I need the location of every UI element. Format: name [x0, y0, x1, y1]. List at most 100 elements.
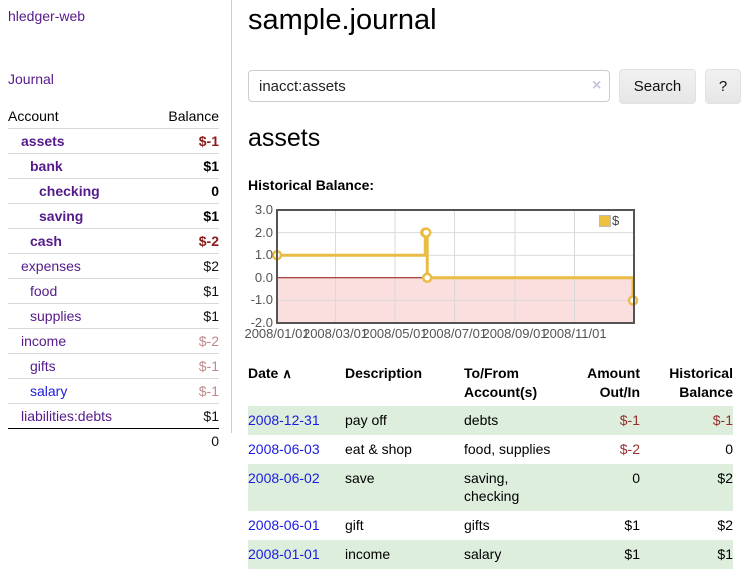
description-header-label: Description: [345, 365, 422, 381]
help-button[interactable]: ?: [705, 69, 741, 104]
transaction-amount: 0: [554, 464, 640, 511]
transaction-row: 2008-01-01incomesalary$1$1: [248, 540, 733, 569]
search-button[interactable]: Search: [619, 69, 696, 104]
account-link-gifts[interactable]: gifts: [30, 358, 56, 374]
legend-label: $: [612, 213, 619, 228]
account-row: cash$-2: [8, 229, 219, 254]
transaction-amount: $-1: [554, 406, 640, 435]
account-link-cash[interactable]: cash: [30, 233, 62, 249]
transaction-amount: $1: [554, 540, 640, 569]
transaction-description: income: [345, 540, 464, 569]
balance-chart[interactable]: $ 3.02.01.00.0-1.0-2.02008/01/012008/03/…: [248, 203, 708, 345]
transaction-row: 2008-06-02 savesaving, checking0$2: [248, 464, 733, 511]
transaction-date-link[interactable]: 2008-06-01: [248, 517, 320, 533]
accounts-header-line1: To/From: [464, 364, 554, 383]
accounts-header-line2: Account(s): [464, 383, 554, 402]
page-title: sample.journal: [248, 4, 437, 37]
balance-chart-svg[interactable]: [248, 203, 708, 345]
account-link-salary[interactable]: salary: [30, 383, 67, 399]
account-row: checking0: [8, 179, 219, 204]
x-axis-tick-label: 2008/11/01: [542, 326, 606, 341]
account-row: liabilities:debts $1: [8, 404, 219, 429]
account-row: gifts$-1: [8, 354, 219, 379]
account-balance: $-1: [146, 379, 219, 404]
account-link-expenses[interactable]: expenses: [21, 258, 81, 274]
accounts-total-balance: 0: [146, 429, 219, 454]
transaction-accounts: food, supplies: [464, 435, 554, 464]
sidebar: hledger-web Journal Account Balance asse…: [0, 0, 232, 433]
account-row: supplies $1: [8, 304, 219, 329]
chart-title: Historical Balance:: [248, 177, 374, 193]
account-link-saving[interactable]: saving: [39, 208, 83, 224]
account-row: expenses $2: [8, 254, 219, 279]
search-input[interactable]: [248, 70, 610, 102]
account-link-checking[interactable]: checking: [39, 183, 100, 199]
transaction-description: gift: [345, 511, 464, 540]
account-link-assets[interactable]: assets: [21, 133, 65, 149]
balance-column-header: Balance: [146, 104, 219, 129]
amount-header-line2: Out/In: [554, 383, 640, 402]
balance-header-line2: Balance: [640, 383, 733, 402]
transaction-balance: $2: [640, 464, 733, 511]
transaction-date-link[interactable]: 2008-12-31: [248, 412, 320, 428]
account-link-bank[interactable]: bank: [30, 158, 63, 174]
x-axis-tick-label: 2008/07/01: [422, 326, 487, 341]
x-axis-tick-label: 2008/05/01: [362, 326, 427, 341]
account-column-header: Account: [8, 104, 146, 129]
date-header-label: Date: [248, 365, 278, 381]
account-link-income[interactable]: income: [21, 333, 66, 349]
x-axis-tick-label: 2008/09/01: [482, 326, 547, 341]
x-axis-tick-label: 2008/01/01: [244, 326, 309, 341]
accounts-column-header: To/From Account(s): [464, 364, 554, 406]
y-axis-tick-label: -1.0: [248, 292, 273, 307]
account-row: food$1: [8, 279, 219, 304]
account-balance: $1: [146, 404, 219, 429]
transaction-date-link[interactable]: 2008-06-03: [248, 441, 320, 457]
account-balance: $1: [146, 154, 219, 179]
transaction-date-link[interactable]: 2008-06-02: [248, 470, 320, 486]
account-link-supplies[interactable]: supplies: [30, 308, 81, 324]
transaction-row: 2008-06-01giftgifts$1$2: [248, 511, 733, 540]
transactions-table: Date∧ Description To/From Account(s) Amo…: [248, 364, 733, 569]
account-link-liabilities-debts[interactable]: liabilities:debts: [21, 408, 112, 424]
data-point-marker[interactable]: [422, 229, 430, 237]
accounts-table-header: Account Balance: [8, 104, 219, 129]
chart-legend: $: [599, 213, 619, 228]
transaction-description: pay off: [345, 406, 464, 435]
transactions-header-row: Date∧ Description To/From Account(s) Amo…: [248, 364, 733, 406]
account-link-food[interactable]: food: [30, 283, 57, 299]
account-balance: $2: [146, 254, 219, 279]
transactions-tbody: 2008-12-31pay offdebts$-1$-12008-06-03ea…: [248, 406, 733, 569]
accounts-total-row: 0: [8, 429, 219, 454]
transaction-row: 2008-12-31pay offdebts$-1$-1: [248, 406, 733, 435]
transaction-accounts: saving, checking: [464, 464, 554, 511]
date-column-header: Date∧: [248, 364, 345, 406]
y-axis-tick-label: 2.0: [248, 225, 273, 240]
transaction-description: save: [345, 464, 464, 511]
account-row: saving $1: [8, 204, 219, 229]
accounts-tbody: assets$-1bank$1checking0saving$1cash$-2e…: [8, 129, 219, 429]
account-heading: assets: [248, 124, 320, 153]
clear-search-icon[interactable]: ×: [592, 77, 601, 95]
transaction-balance: 0: [640, 435, 733, 464]
x-axis-tick-label: 2008/03/01: [303, 326, 368, 341]
transaction-row: 2008-06-03eat & shopfood, supplies$-20: [248, 435, 733, 464]
sidebar-item-journal[interactable]: Journal: [8, 71, 54, 87]
transaction-accounts: salary: [464, 540, 554, 569]
transaction-amount: $-2: [554, 435, 640, 464]
account-row: income $-2: [8, 329, 219, 354]
account-row: bank $1: [8, 154, 219, 179]
account-balance: $1: [146, 204, 219, 229]
account-row: assets$-1: [8, 129, 219, 154]
account-balance: $-2: [146, 329, 219, 354]
data-point-marker[interactable]: [423, 274, 431, 282]
account-balance: $1: [146, 304, 219, 329]
transaction-balance: $1: [640, 540, 733, 569]
transaction-accounts: debts: [464, 406, 554, 435]
transaction-date-link[interactable]: 2008-01-01: [248, 546, 320, 562]
y-axis-tick-label: 0.0: [248, 270, 273, 285]
app-brand-link[interactable]: hledger-web: [8, 8, 85, 24]
description-column-header: Description: [345, 364, 464, 406]
legend-swatch-icon: [599, 215, 611, 227]
account-row: salary $-1: [8, 379, 219, 404]
